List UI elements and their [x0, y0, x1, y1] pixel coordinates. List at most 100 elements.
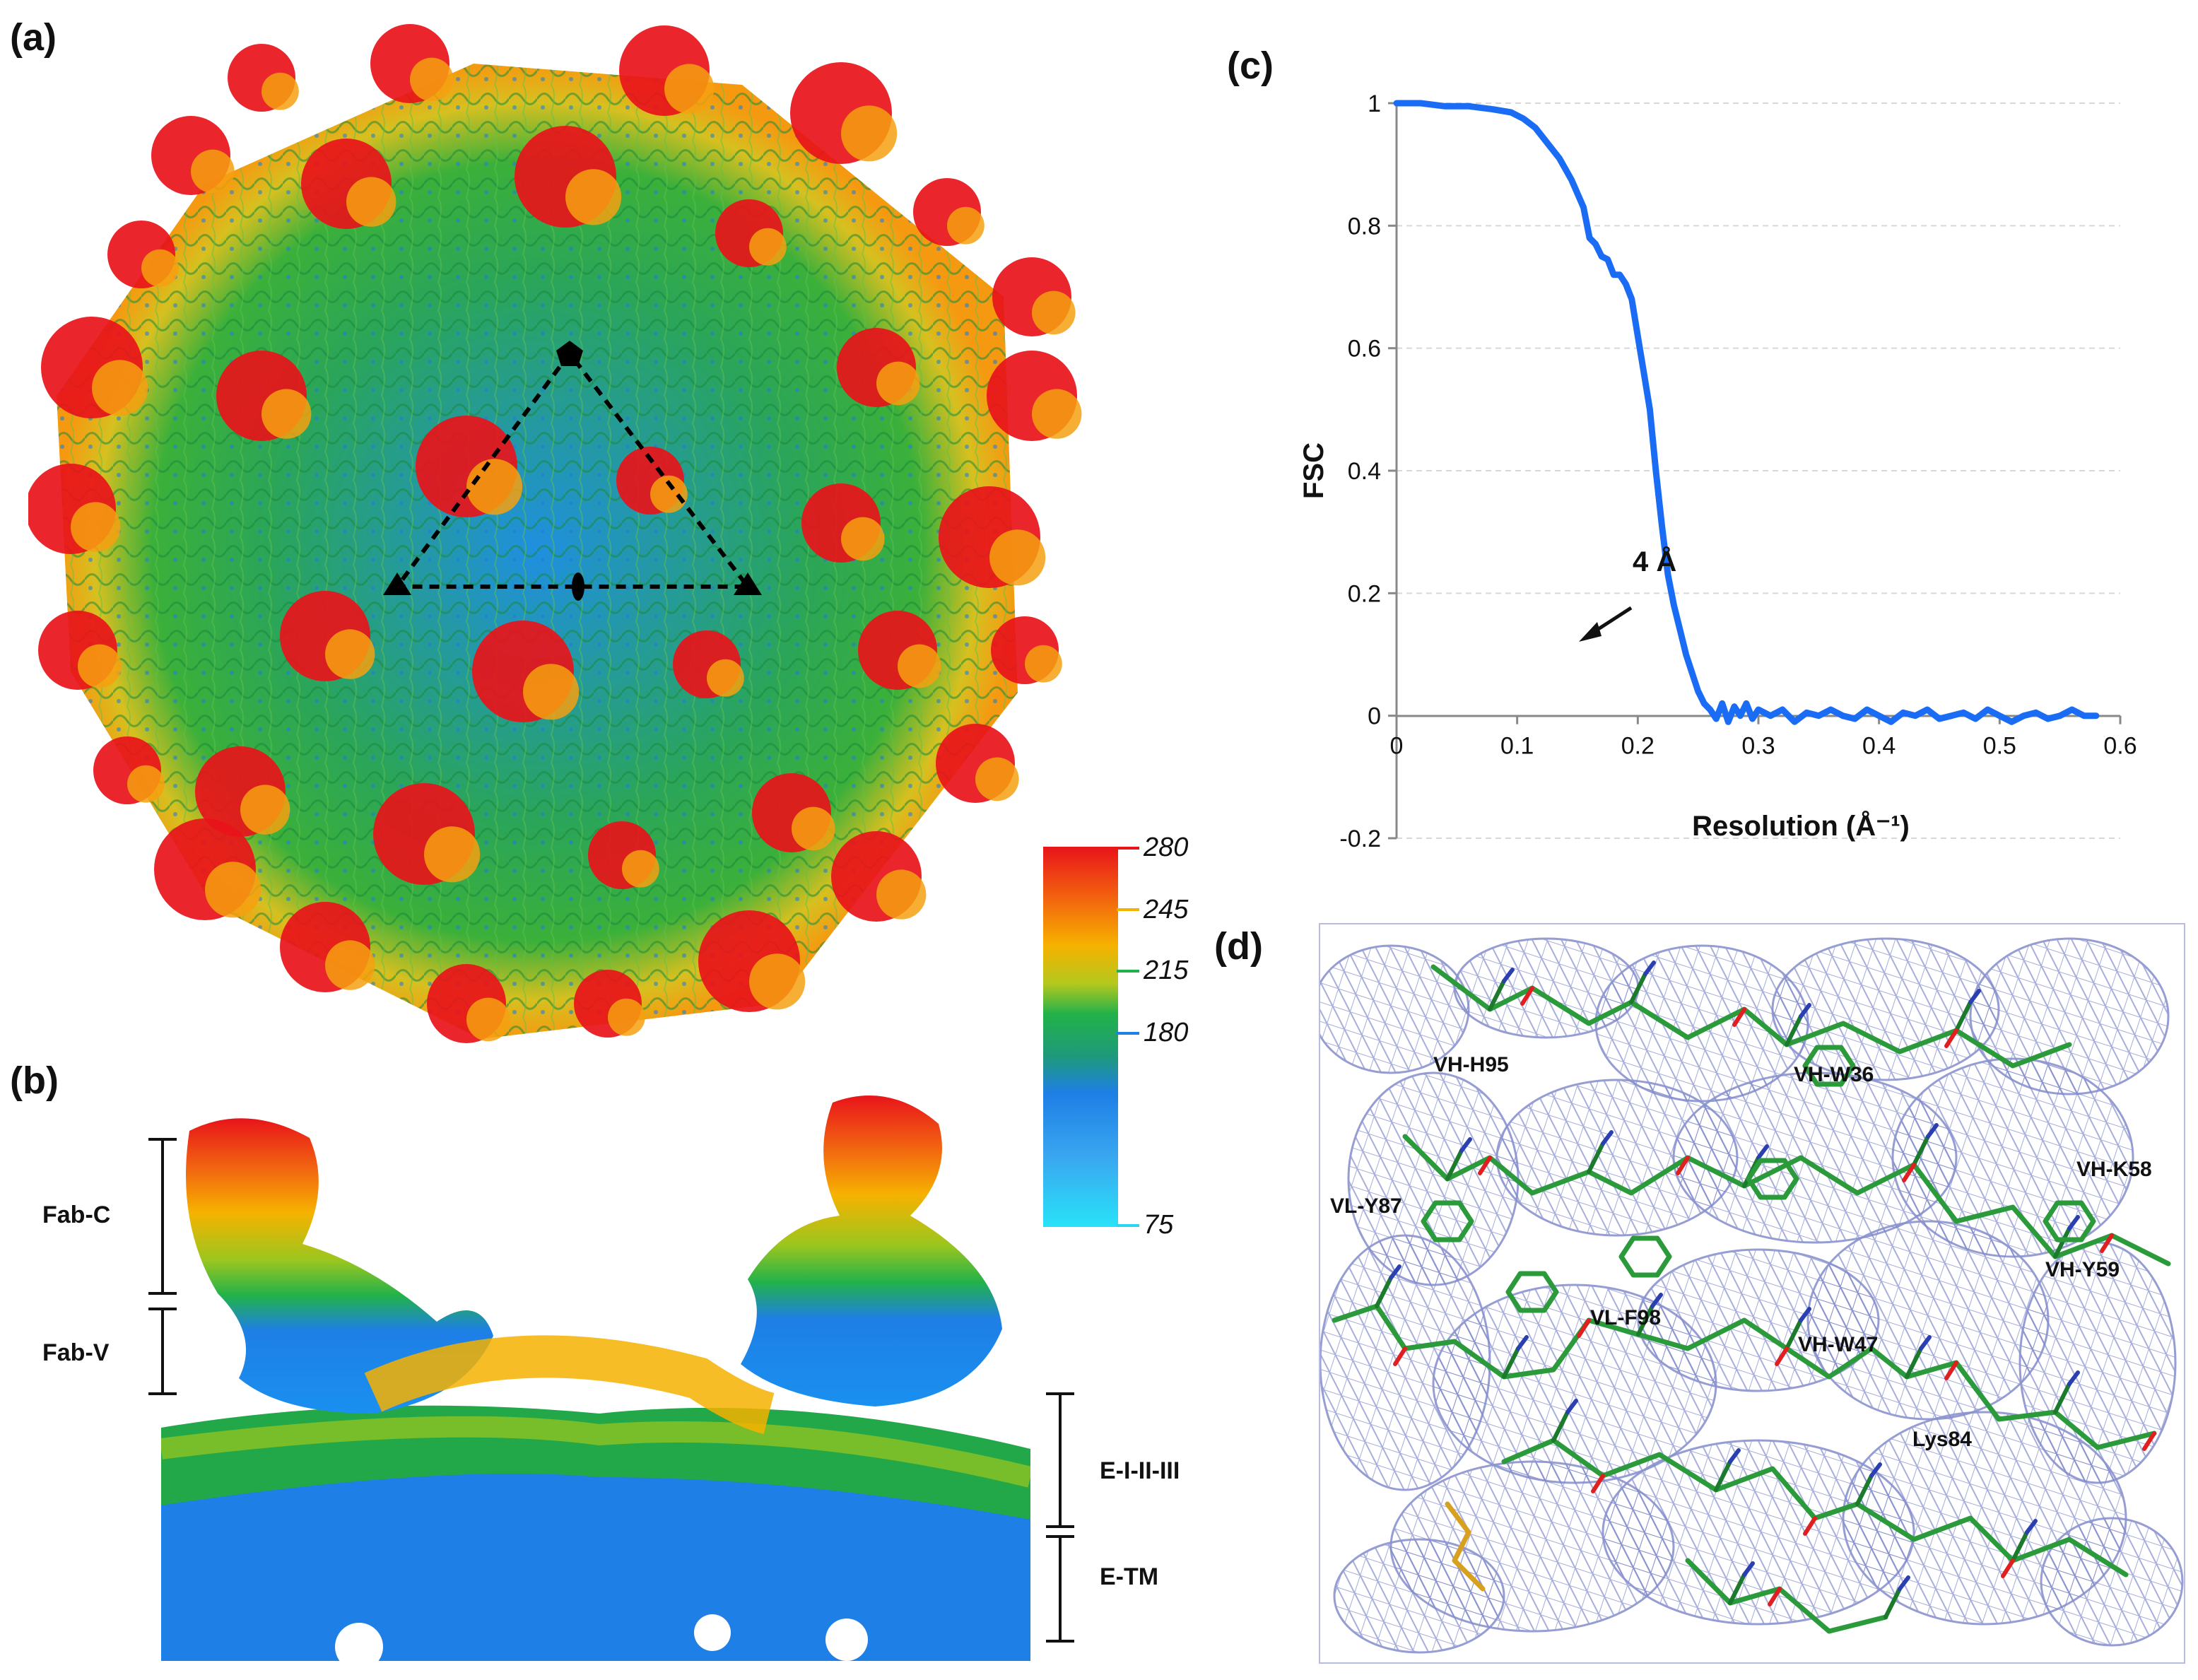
aromatic-ring — [1746, 1158, 1799, 1200]
fab-blob-edge — [346, 177, 396, 227]
side-chain — [1551, 1410, 1570, 1443]
fab-blob-edge — [975, 757, 1019, 801]
fab-blob-edge — [261, 72, 299, 110]
oxygen-bond — [2100, 1233, 2114, 1253]
side-chain — [1714, 1459, 1732, 1492]
nitrogen-bond — [2067, 1215, 2080, 1230]
oxygen-bond — [1393, 1346, 1407, 1366]
side-chain — [1629, 972, 1647, 1004]
fsc-arrow-head — [1579, 622, 1602, 642]
residue-vl-y87: VL-Y87 — [1330, 1194, 1402, 1218]
density-mesh-blobs — [1320, 937, 2184, 1654]
fsc-x-tick-label: 0.6 — [2103, 733, 2137, 760]
fab-blob-edge — [466, 997, 510, 1042]
oxygen-bond — [1577, 1318, 1591, 1338]
fab-blob-edge — [841, 517, 885, 561]
fivefold-marker — [556, 341, 583, 366]
nitrogen-bond — [1650, 1293, 1663, 1308]
nitrogen-bond — [1799, 1003, 1811, 1018]
residue-vh-w47: VH-W47 — [1798, 1333, 1879, 1356]
nitrogen-bond — [1389, 1264, 1401, 1280]
side-chain — [2053, 1226, 2071, 1259]
fab-blob-edge — [841, 105, 898, 162]
fab-blob-edge — [523, 664, 580, 720]
fab-blob-edge — [989, 529, 1046, 586]
sulfur-bond — [1445, 1501, 1486, 1592]
oxygen-bond — [2142, 1431, 2156, 1451]
cb-label-245: 245 — [1144, 895, 1189, 924]
nitrogen-bond — [1756, 1144, 1769, 1160]
fsc-gridlines — [1397, 102, 2120, 839]
nitrogen-bond — [1728, 1448, 1741, 1464]
side-chain — [1375, 1276, 1393, 1308]
side-chain — [1728, 1573, 1746, 1605]
side-chain — [1636, 1304, 1655, 1337]
aromatic-ring — [1802, 1045, 1856, 1087]
nitrogen-bond — [1742, 1561, 1755, 1577]
cb-label-215: 215 — [1144, 956, 1189, 985]
fab-blob-edge — [466, 459, 523, 515]
fsc-y-tick-label: 1 — [1368, 90, 1381, 117]
residue-vh-k58: VH-K58 — [2076, 1158, 2152, 1181]
residue-lys84: Lys84 — [1912, 1428, 1972, 1451]
fsc-chart: 1 0.8 0.6 0.4 0.2 0 -0.2 0 0.1 0.2 0.3 0.4 0.5 0.6 4… — [1298, 90, 2137, 852]
panel-b-brackets — [148, 1138, 1074, 1643]
panel-a-letter: (a) — [10, 16, 57, 59]
fab-blob-edge — [749, 953, 806, 1010]
virus-map-image — [28, 24, 1082, 1043]
fab-blob-edge — [1032, 389, 1082, 439]
fab-density-blobs — [28, 24, 1082, 1043]
cb-tick-mark-75 — [1117, 1224, 1139, 1227]
fsc-x-tick-label: 0.1 — [1500, 733, 1534, 760]
oxygen-bond — [2001, 1558, 2015, 1578]
fsc-y-tick-label: 0.6 — [1348, 336, 1381, 363]
oxygen-bond — [1591, 1474, 1605, 1493]
fab-blob-edge — [622, 850, 659, 888]
residue-vh-y59: VH-Y59 — [2045, 1258, 2120, 1281]
fsc-ylabel: FSC — [1298, 442, 1329, 499]
cb-tick-mark-280 — [1117, 847, 1139, 850]
fsc-x-tick-label: 0.2 — [1621, 733, 1655, 760]
side-chain — [1785, 1318, 1803, 1351]
fab-blob-edge — [424, 826, 481, 883]
fab-blob-edge — [240, 785, 290, 835]
nitrogen-bond — [1898, 1575, 1910, 1591]
fab-blob-edge — [325, 940, 375, 990]
cb-label-180: 180 — [1144, 1018, 1189, 1047]
fab-blob-edge — [191, 149, 235, 194]
side-chain — [1587, 1141, 1605, 1174]
nitrogen-bond — [1799, 1307, 1811, 1322]
oxygen-bond — [1768, 1587, 1782, 1606]
fab-blob-edge — [325, 629, 375, 679]
residue-vh-h95: VH-H95 — [1433, 1053, 1509, 1076]
nitrogen-bond — [2025, 1519, 2038, 1534]
fab-blob-edge — [71, 502, 121, 552]
residue-vh-w36: VH-W36 — [1794, 1063, 1874, 1086]
fab-blob-edge — [1032, 290, 1076, 335]
threefold-marker-right — [734, 572, 762, 595]
backbone-chain — [1402, 1134, 2171, 1267]
color-scale-bar — [1043, 847, 1118, 1227]
nitrogen-bond — [1919, 1335, 1932, 1351]
oxygen-bond — [1944, 1361, 1958, 1380]
fab-blob-edge — [749, 228, 787, 266]
label-e-tm: E-TM — [1100, 1563, 1159, 1590]
fsc-x-tick-label: 0.4 — [1862, 733, 1896, 760]
oxygen-bond — [1732, 1007, 1746, 1027]
nitrogen-bond — [1565, 1399, 1578, 1414]
side-chain — [1855, 1474, 1874, 1506]
oxygen-bond — [1478, 1156, 1492, 1175]
aromatic-ring — [1618, 1235, 1672, 1278]
fab-blob-edge — [78, 644, 122, 688]
aromatic-ring — [1505, 1271, 1559, 1313]
cb-tick-mark-215 — [1117, 970, 1139, 973]
fsc-y-tick-label: 0 — [1368, 703, 1381, 730]
fsc-y-tick-label: -0.2 — [1339, 826, 1381, 852]
side-chain — [1785, 1014, 1803, 1047]
side-chain — [1488, 979, 1506, 1011]
fab-blob-edge — [792, 806, 835, 851]
density-mesh-blob — [1806, 1220, 2050, 1421]
residue-vl-f98: VL-F98 — [1590, 1306, 1662, 1329]
fab-blob-edge — [664, 64, 715, 114]
fab-blob-edge — [947, 206, 985, 245]
